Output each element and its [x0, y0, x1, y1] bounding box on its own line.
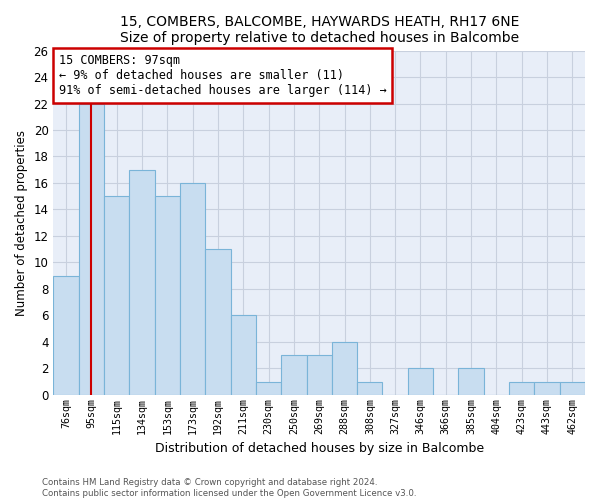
- Bar: [281, 355, 307, 395]
- Y-axis label: Number of detached properties: Number of detached properties: [15, 130, 28, 316]
- Bar: [230, 316, 256, 395]
- Bar: [130, 170, 155, 395]
- Bar: [53, 276, 79, 395]
- Bar: [155, 196, 180, 395]
- Bar: [458, 368, 484, 395]
- Title: 15, COMBERS, BALCOMBE, HAYWARDS HEATH, RH17 6NE
Size of property relative to det: 15, COMBERS, BALCOMBE, HAYWARDS HEATH, R…: [119, 15, 519, 45]
- Text: Contains HM Land Registry data © Crown copyright and database right 2024.
Contai: Contains HM Land Registry data © Crown c…: [42, 478, 416, 498]
- Text: 15 COMBERS: 97sqm
← 9% of detached houses are smaller (11)
91% of semi-detached : 15 COMBERS: 97sqm ← 9% of detached house…: [59, 54, 386, 97]
- Bar: [357, 382, 382, 395]
- X-axis label: Distribution of detached houses by size in Balcombe: Distribution of detached houses by size …: [155, 442, 484, 455]
- Bar: [408, 368, 433, 395]
- Bar: [256, 382, 281, 395]
- Bar: [180, 183, 205, 395]
- Bar: [509, 382, 535, 395]
- Bar: [535, 382, 560, 395]
- Bar: [79, 104, 104, 395]
- Bar: [104, 196, 130, 395]
- Bar: [332, 342, 357, 395]
- Bar: [307, 355, 332, 395]
- Bar: [560, 382, 585, 395]
- Bar: [205, 249, 230, 395]
